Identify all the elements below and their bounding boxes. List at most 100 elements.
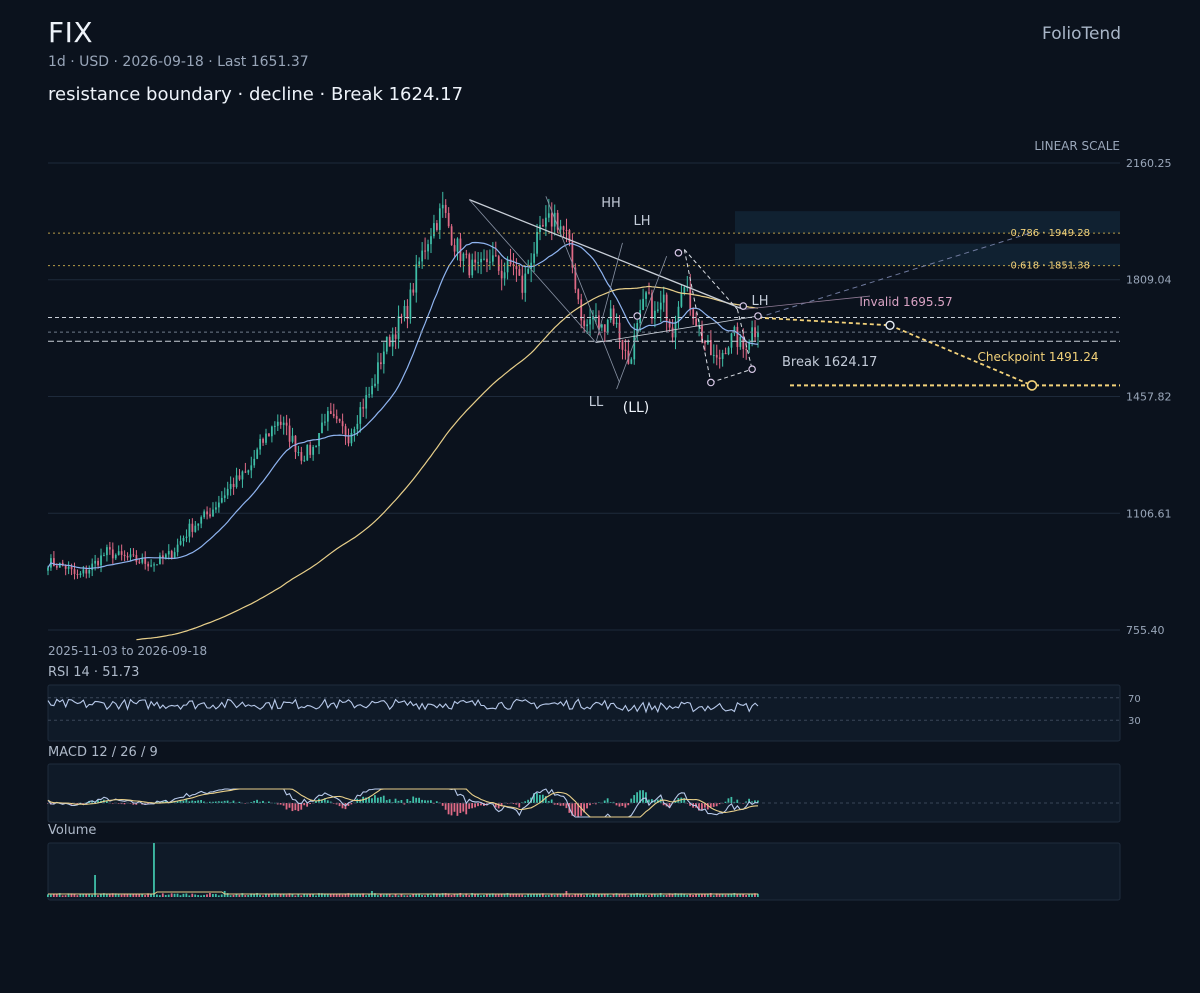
candle-body [53, 558, 55, 566]
macd-histogram-bar [250, 802, 253, 803]
candle-body [435, 223, 438, 230]
candle-body [489, 261, 491, 263]
candle-body [500, 270, 503, 279]
volume-bar [147, 893, 149, 897]
volume-bar [232, 894, 235, 897]
volume-bar [303, 894, 306, 897]
macd-histogram-bar [182, 800, 185, 803]
macd-histogram-bar [689, 803, 692, 806]
candle-body [326, 411, 329, 422]
pivot-marker [633, 312, 642, 320]
candle-body [515, 266, 518, 270]
volume-bar [627, 895, 630, 897]
volume-bar [653, 893, 656, 897]
candle-body [586, 324, 589, 327]
volume-bar [715, 893, 718, 897]
macd-histogram-bar [282, 803, 285, 806]
volume-ma-line [48, 891, 758, 895]
candle-body [253, 458, 256, 466]
candle-body [94, 560, 97, 564]
volume-bar [603, 894, 606, 897]
macd-histogram-bar [706, 803, 709, 810]
candle-body [176, 544, 179, 553]
volume-bar [703, 893, 706, 897]
candle-body [433, 223, 435, 237]
volume-bar [102, 893, 105, 897]
candle-body [147, 563, 150, 567]
macd-histogram-bar [300, 803, 303, 810]
candle-body [394, 334, 397, 339]
volume-bar [580, 893, 583, 897]
candle-body [568, 230, 571, 242]
macd-histogram-bar [379, 796, 382, 803]
candle-body [453, 245, 456, 252]
candle-body [415, 264, 418, 293]
projection-leg-2 [889, 324, 1033, 387]
candle-body [654, 310, 656, 319]
volume-bar [680, 893, 683, 897]
macd-histogram-bar [583, 803, 585, 813]
macd-histogram-bar [562, 803, 565, 806]
pivot-marker [739, 302, 748, 310]
volume-bar [238, 894, 241, 897]
volume-bar [468, 895, 471, 897]
macd-histogram-bar [547, 801, 550, 803]
volume-bar [650, 894, 653, 897]
candle-body [503, 272, 506, 279]
volume-bar [450, 895, 453, 897]
candle-body [279, 421, 282, 425]
candle-body [220, 497, 223, 503]
candle-body [583, 320, 586, 327]
candle-body [315, 446, 317, 448]
volume-bar [412, 894, 415, 897]
macd-histogram-bar [453, 803, 456, 812]
volume-bar [64, 895, 67, 897]
macd-histogram-bar [462, 803, 465, 812]
candle-body [592, 315, 594, 320]
volume-bar [757, 893, 759, 897]
candle-body [521, 275, 524, 293]
volume-bar [736, 893, 739, 897]
macd-histogram-bar [285, 803, 288, 810]
macd-histogram-bar [326, 800, 329, 803]
candle-body [512, 264, 515, 267]
volume-bar [709, 893, 712, 897]
volume-bar [636, 893, 639, 897]
volume-bar [247, 894, 250, 897]
connector-line [595, 315, 759, 343]
candle-body [209, 514, 211, 517]
candle-body [709, 340, 712, 356]
volume-bar [315, 895, 317, 897]
candle-body [385, 336, 388, 352]
volume-bar [241, 893, 244, 897]
volume-bar [141, 894, 144, 897]
macd-histogram-bar [309, 803, 311, 805]
volume-bar [209, 893, 211, 897]
candle-body [120, 551, 123, 555]
candle-body [412, 289, 415, 293]
macd-histogram-bar [338, 803, 341, 807]
candle-body [509, 259, 512, 265]
candle-body [259, 438, 261, 450]
candle-body [677, 306, 680, 322]
candle-body [344, 426, 347, 437]
volume-bar [338, 893, 341, 897]
ticker-title: FIX [48, 16, 94, 49]
candle-body [247, 470, 250, 473]
candle-body [742, 336, 745, 350]
candle-body [250, 465, 253, 471]
candle-body [215, 507, 217, 510]
pivot-marker [748, 365, 756, 373]
candle-body [76, 573, 79, 575]
volume-bar [353, 893, 356, 897]
volume-bar [524, 895, 527, 897]
candle-body [114, 554, 117, 559]
volume-bar [712, 895, 715, 897]
candle-body [200, 517, 203, 524]
volume-bar [427, 894, 429, 897]
volume-bar [306, 894, 309, 897]
macd-histogram-bar [597, 802, 600, 804]
macd-histogram-bar [188, 801, 191, 803]
macd-histogram-bar [47, 803, 49, 804]
